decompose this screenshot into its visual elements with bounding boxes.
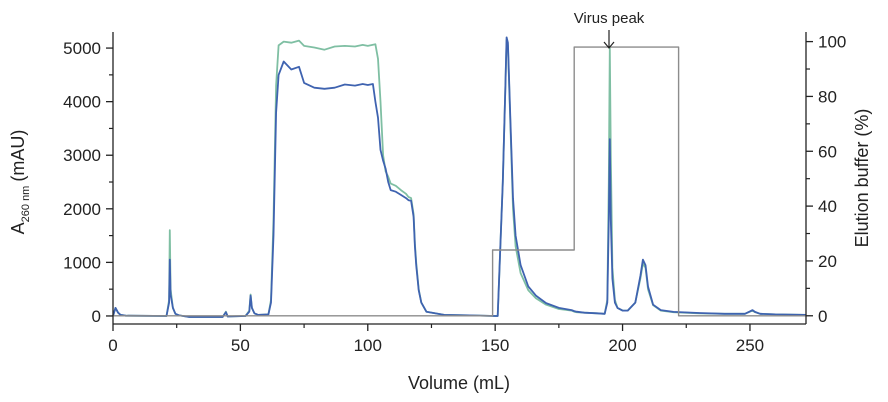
y2-tick-label: 80 — [818, 87, 837, 106]
x-tick-label: 250 — [736, 336, 764, 355]
virus-peak-annotation: Virus peak — [574, 10, 645, 27]
y-axis-title-main: A — [8, 222, 28, 234]
y-tick-label: 1000 — [63, 253, 101, 272]
chart-series-lines — [112, 36, 807, 318]
y-tick-label: 2000 — [63, 200, 101, 219]
y2-tick-label: 60 — [818, 142, 837, 161]
x-tick-label: 50 — [231, 336, 250, 355]
series-line-elution-buffer — [113, 46, 806, 317]
series-line-2 — [112, 36, 807, 318]
x-tick-label: 150 — [481, 336, 509, 355]
series-line-1 — [112, 39, 807, 318]
y2-tick-label: 20 — [818, 252, 837, 271]
y-tick-label: 0 — [92, 307, 101, 326]
y2-tick-label: 100 — [818, 33, 846, 52]
x-tick-label: 0 — [108, 336, 117, 355]
y-tick-label: 5000 — [63, 39, 101, 58]
y-tick-label: 3000 — [63, 146, 101, 165]
chart-labels: Volume (mL) A260 nm (mAU) Elution buffer … — [8, 10, 872, 393]
y2-tick-label: 40 — [818, 197, 837, 216]
x-tick-label: 200 — [608, 336, 636, 355]
chart-axes: 0 50 100 150 200 250 0 1000 2000 3000 4000 5000 0 20 4… — [63, 32, 846, 355]
y-axis-title-sub: 260 nm — [20, 186, 32, 223]
y2-tick-label: 0 — [818, 307, 827, 326]
y2-axis-title: Elution buffer (%) — [852, 109, 872, 248]
y-tick-label: 4000 — [63, 93, 101, 112]
x-tick-label: 100 — [354, 336, 382, 355]
virus-peak-arrow-icon — [603, 30, 615, 49]
x-axis-title: Volume (mL) — [408, 373, 510, 393]
y-axis-title-unit: (mAU) — [8, 130, 28, 182]
y-axis-title: A260 nm (mAU) — [8, 130, 32, 235]
